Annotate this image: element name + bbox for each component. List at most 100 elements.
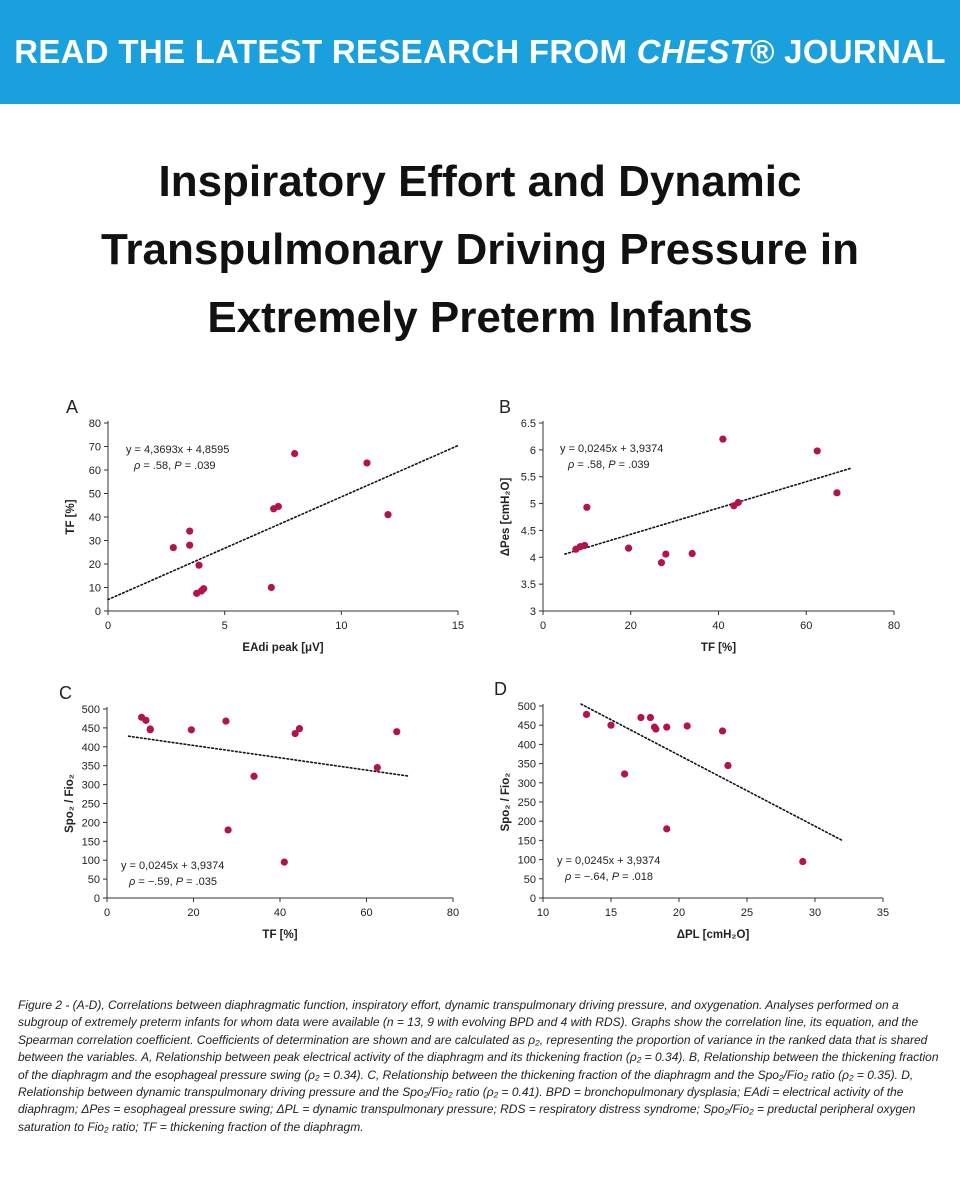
panel-letter: C	[59, 683, 72, 703]
data-point	[688, 549, 696, 558]
chart-d-svg: D 0 50 100 150 200 250 300 350 400 450 500 10 15 20 25 3…	[494, 679, 889, 941]
panel-d: D 0 50 100 150 200 250 300 350 400 450 500 10 15 20 25 3…	[491, 679, 911, 952]
panel-c: C 0 50 100 150 200 250 300 350 400 450 500 0 20 40 60 80…	[55, 682, 475, 952]
data-point	[833, 489, 841, 497]
data-point	[657, 559, 666, 567]
y-axis-label: TF [%]	[65, 499, 77, 534]
data-point	[624, 544, 633, 552]
data-point	[200, 585, 208, 593]
y-tick-label: 10	[89, 583, 101, 595]
article-title: Inspiratory Effort and Dynamic Transpulm…	[40, 148, 920, 352]
data-point	[662, 550, 670, 558]
data-point	[393, 728, 401, 736]
y-tick-label: 450	[518, 720, 536, 732]
x-tick-label: 0	[105, 620, 111, 632]
banner-title: READ THE LATEST RESEARCH FROM CHEST® JOU…	[14, 33, 946, 70]
panel-letter: A	[66, 397, 78, 417]
data-point	[187, 726, 195, 734]
y-tick-label: 200	[82, 817, 100, 829]
header-banner: READ THE LATEST RESEARCH FROM CHEST® JOU…	[0, 0, 960, 104]
data-point	[583, 503, 591, 511]
data-point	[222, 717, 230, 725]
y-tick-label: 100	[518, 855, 536, 867]
y-tick-label: 40	[89, 512, 101, 524]
x-tick-label: 0	[540, 620, 546, 632]
x-tick-label: 25	[741, 907, 753, 919]
data-point	[142, 716, 150, 724]
regression-equation: y = 0,0245x + 3,9374	[557, 855, 660, 867]
data-point	[186, 527, 194, 535]
panel-letter: B	[499, 397, 511, 417]
y-tick-label: 6	[530, 445, 536, 457]
data-point	[718, 727, 727, 735]
correlation-stats: ρ = .58, P = .039	[133, 460, 216, 472]
trend-line	[127, 735, 411, 778]
data-point	[280, 858, 288, 866]
x-tick-label: 60	[800, 620, 812, 632]
data-point	[724, 761, 732, 770]
x-tick-label: 30	[809, 907, 821, 919]
data-point	[652, 725, 660, 733]
x-tick-label: 20	[187, 907, 199, 919]
x-tick-label: 10	[335, 620, 347, 632]
x-tick-label: 80	[888, 620, 900, 632]
x-axis-label: ΔPL [cmH₂O]	[677, 929, 750, 941]
data-point	[250, 772, 258, 780]
y-tick-label: 50	[88, 874, 100, 886]
regression-equation: y = 4,3693x + 4,8595	[126, 444, 229, 456]
x-tick-label: 35	[877, 907, 889, 919]
regression-equation: y = 0,0245x + 3,9374	[121, 860, 224, 872]
data-point	[291, 449, 299, 458]
y-tick-label: 250	[518, 797, 536, 809]
y-tick-label: 0	[94, 893, 100, 905]
article-title-line-1: Inspiratory Effort and Dynamic	[158, 157, 802, 206]
data-point	[646, 713, 655, 722]
y-tick-label: 5	[530, 499, 536, 511]
y-tick-label: 400	[82, 742, 100, 754]
x-tick-label: 60	[360, 907, 372, 919]
data-point	[363, 459, 371, 467]
y-tick-label: 3.5	[521, 579, 536, 591]
x-axis-label: EAdi peak [μV]	[242, 642, 323, 654]
y-tick-label: 200	[518, 816, 536, 828]
trend-line	[580, 703, 844, 842]
data-point	[291, 729, 299, 738]
data-point	[146, 725, 154, 733]
y-tick-label: 4	[530, 552, 536, 564]
data-point	[663, 825, 671, 833]
data-point	[813, 447, 821, 455]
data-point	[169, 543, 177, 552]
y-tick-label: 100	[82, 855, 100, 867]
data-point	[384, 511, 392, 519]
data-point	[274, 502, 282, 511]
data-point	[637, 713, 645, 722]
data-point	[621, 770, 629, 778]
trend-line	[564, 467, 851, 555]
y-tick-label: 70	[89, 442, 101, 454]
panel-b: B 3 3.5 4 4.5 5 5.5 6 6.5 0 20 40 60 80 TF [%] ΔPes [cm…	[496, 395, 916, 665]
x-tick-label: 15	[452, 620, 464, 632]
y-tick-label: 30	[89, 536, 101, 548]
x-axis-label: TF [%]	[262, 929, 297, 941]
y-tick-label: 150	[82, 836, 100, 848]
article-title-line-3: Extremely Preterm Infants	[207, 293, 753, 342]
y-tick-label: 500	[518, 701, 536, 713]
y-tick-label: 350	[82, 761, 100, 773]
figure-caption: Figure 2 - (A-D), Correlations between d…	[18, 998, 939, 1134]
y-tick-label: 350	[518, 759, 536, 771]
data-point	[799, 857, 807, 866]
y-tick-label: 50	[89, 489, 101, 501]
x-tick-label: 15	[605, 907, 617, 919]
x-tick-label: 80	[447, 907, 459, 919]
data-point	[582, 710, 591, 719]
regression-equation: y = 0,0245x + 3,9374	[560, 443, 663, 455]
x-tick-label: 20	[625, 620, 637, 632]
y-tick-label: 3	[530, 606, 536, 618]
data-point	[719, 435, 727, 443]
data-point	[581, 541, 589, 550]
panel-a: A 0 10 20 30 40 50 60 70 80 0 5 10 15 EAdi peak [μV] TF…	[60, 395, 480, 665]
panel-letter: D	[494, 679, 507, 699]
y-tick-label: 500	[82, 704, 100, 716]
data-point	[373, 763, 381, 772]
data-point	[683, 722, 691, 730]
